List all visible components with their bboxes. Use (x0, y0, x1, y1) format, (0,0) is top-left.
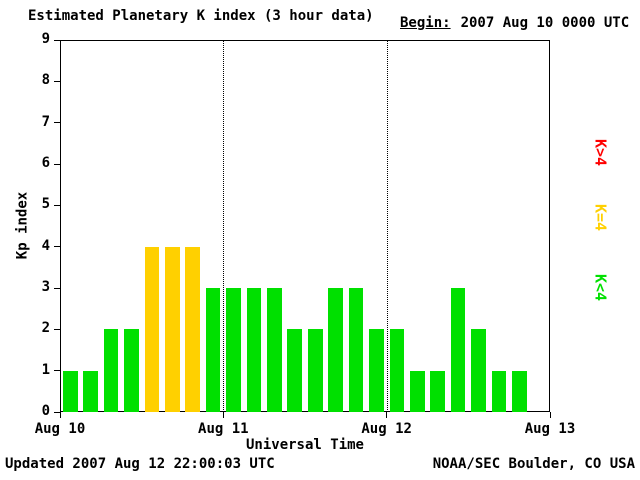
kp-bar (409, 370, 425, 412)
kp-bar (226, 288, 241, 412)
x-tick-mark (386, 412, 388, 418)
y-tick-mark (54, 370, 60, 372)
x-axis-title: Universal Time (245, 437, 364, 453)
kp-bar (348, 288, 364, 412)
y-axis-title: Kp index (14, 191, 31, 260)
kp-bar (124, 329, 139, 412)
y-tick-label: 8 (41, 72, 50, 89)
begin-label: Begin: (400, 15, 451, 31)
y-tick-mark (54, 39, 60, 41)
y-tick-label: 7 (41, 113, 50, 130)
y-tick-label: 5 (41, 196, 50, 213)
kp-bar (450, 288, 466, 412)
source-credit: NOAA/SEC Boulder, CO USA (432, 456, 635, 472)
legend-label: K=4 (591, 203, 610, 232)
kp-bar (491, 370, 507, 412)
updated-timestamp: Updated 2007 Aug 12 22:00:03 UTC (5, 456, 275, 472)
kp-bar (164, 246, 180, 412)
x-tick-label: Aug 10 (34, 421, 86, 437)
x-tick-mark (549, 412, 551, 418)
kp-bar (205, 288, 221, 412)
y-tick-mark (54, 122, 60, 124)
begin-value: 2007 Aug 10 0000 UTC (460, 15, 630, 31)
y-tick-mark (54, 163, 60, 165)
kp-bar (430, 370, 446, 412)
day-separator-line (223, 40, 225, 412)
kp-bar (83, 370, 98, 412)
y-tick-mark (54, 204, 60, 206)
legend-label: K>4 (591, 138, 610, 167)
y-tick-label: 1 (41, 361, 50, 378)
y-tick-label: 9 (41, 31, 50, 47)
begin-row: Begin: 2007 Aug 10 0000 UTC (400, 12, 629, 31)
kp-bar (267, 288, 282, 412)
y-tick-mark (54, 328, 60, 330)
x-tick-mark (59, 412, 61, 418)
kp-bar (389, 329, 405, 412)
kp-bar (185, 246, 201, 412)
x-tick-label: Aug 13 (524, 421, 576, 437)
kp-bar (103, 329, 119, 412)
chart-title: Estimated Planetary K index (3 hour data… (28, 8, 374, 24)
day-separator-line (386, 40, 388, 412)
kp-bar (307, 329, 323, 412)
kp-bar (144, 246, 160, 412)
y-tick-label: 4 (41, 237, 50, 254)
kp-bar (62, 370, 78, 412)
y-tick-label: 0 (41, 403, 50, 419)
y-tick-mark (54, 246, 60, 248)
kp-bar (246, 288, 262, 412)
y-tick-label: 6 (41, 155, 50, 171)
x-tick-mark (222, 412, 224, 418)
kp-bar (287, 329, 303, 412)
kp-bar (369, 329, 384, 412)
kp-bar (471, 329, 486, 412)
y-tick-label: 3 (41, 279, 50, 295)
plot-frame (60, 40, 550, 412)
y-tick-mark (54, 80, 60, 82)
x-tick-label: Aug 11 (198, 421, 249, 437)
x-tick-label: Aug 12 (361, 421, 412, 437)
y-tick-mark (54, 411, 60, 413)
legend-label: K<4 (591, 273, 610, 302)
kp-bar (512, 370, 527, 412)
kp-bar (328, 288, 343, 412)
y-tick-label: 2 (41, 320, 50, 337)
y-tick-mark (54, 287, 60, 289)
